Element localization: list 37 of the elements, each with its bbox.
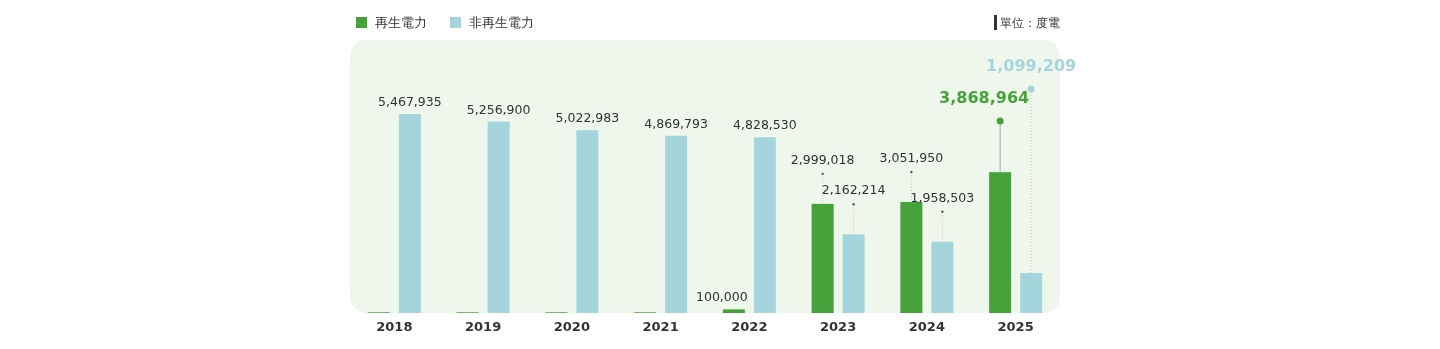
data-label: 100,000 <box>696 289 748 305</box>
data-label: 4,828,530 <box>733 117 797 133</box>
data-label: 3,868,964 <box>939 88 1030 107</box>
data-label: 4,869,793 <box>644 115 708 131</box>
x-tick-label: 2022 <box>731 319 768 334</box>
bar <box>487 121 510 313</box>
x-tick-label: 2025 <box>997 319 1034 334</box>
x-tick-label: 2020 <box>553 319 590 334</box>
legend-label: 非再生電力 <box>469 15 534 30</box>
data-label: 1,958,503 <box>910 189 975 205</box>
bar <box>722 309 745 313</box>
bar <box>1020 273 1043 313</box>
unit-note: 單位：度電 <box>994 15 1060 30</box>
x-tick-label: 2019 <box>465 319 502 334</box>
legend-item: 非再生電力 <box>450 15 534 30</box>
bar <box>842 234 865 313</box>
x-tick-label: 2024 <box>908 319 945 334</box>
x-tick-label: 2021 <box>642 319 679 334</box>
x-tick-label: 2018 <box>376 319 413 334</box>
bar <box>753 137 776 313</box>
legend-item: 再生電力 <box>356 15 427 30</box>
bar <box>900 201 923 313</box>
data-label: 2,999,018 <box>790 151 855 167</box>
data-label: 5,467,935 <box>378 94 442 109</box>
bar <box>398 114 421 313</box>
legend-label: 再生電力 <box>375 15 427 30</box>
bar <box>989 172 1012 313</box>
data-label: 5,256,900 <box>466 101 531 117</box>
data-label: 5,022,983 <box>555 110 620 126</box>
bar <box>931 241 954 313</box>
bar <box>811 203 834 313</box>
bar <box>576 130 599 313</box>
x-tick-label: 2023 <box>820 319 857 334</box>
bar <box>665 135 688 313</box>
data-label: 2,162,214 <box>821 182 886 198</box>
data-label: 3,051,950 <box>879 149 944 165</box>
data-label: 1,099,209 <box>986 56 1077 75</box>
